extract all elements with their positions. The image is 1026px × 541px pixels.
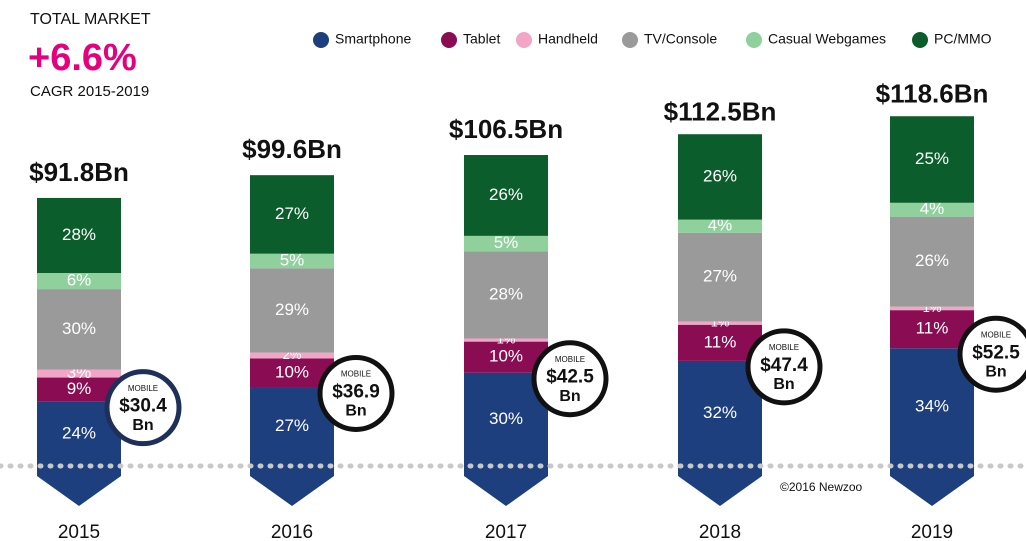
segment-label: 4% xyxy=(708,216,733,235)
segment-label: 11% xyxy=(704,332,737,351)
mobile-unit: Bn xyxy=(559,388,580,405)
mobile-title: MOBILE xyxy=(128,384,158,393)
bar-segment xyxy=(464,155,548,236)
segment-label: 27% xyxy=(703,267,737,286)
mobile-title: MOBILE xyxy=(555,355,585,364)
segment-label: 6% xyxy=(67,271,92,290)
bar-arrow xyxy=(678,466,762,506)
bar-segment xyxy=(890,306,974,311)
bar-segment xyxy=(890,202,974,217)
mobile-bubble xyxy=(317,354,395,432)
legend-label: TV/Console xyxy=(644,31,717,47)
mobile-unit: Bn xyxy=(345,403,366,420)
bar-segment xyxy=(37,197,121,273)
bar-segment xyxy=(464,251,548,339)
bar-segment xyxy=(678,321,762,325)
segment-label: 30% xyxy=(489,409,523,428)
segment-label: 27% xyxy=(275,416,309,435)
segment-label: 5% xyxy=(494,233,519,252)
total-label: $99.6Bn xyxy=(242,134,342,164)
segment-label: 27% xyxy=(275,204,309,223)
segment-label: 32% xyxy=(703,403,737,422)
bar-segment xyxy=(678,232,762,322)
mobile-unit: Bn xyxy=(773,376,794,393)
header-title: TOTAL MARKET xyxy=(30,11,151,28)
mobile-title: MOBILE xyxy=(981,330,1011,339)
bar-segment xyxy=(464,235,548,252)
x-tick-label: 2019 xyxy=(911,522,953,541)
legend-label: Tablet xyxy=(463,31,500,47)
mobile-value: $47.4 xyxy=(760,355,808,376)
mobile-title: MOBILE xyxy=(341,370,371,379)
bar-segment xyxy=(250,268,334,353)
segment-label: 5% xyxy=(280,250,305,269)
bar-segment xyxy=(37,272,121,290)
segment-label: 30% xyxy=(62,319,96,338)
legend-swatch xyxy=(441,32,457,48)
bar-segment xyxy=(678,134,762,220)
header-growth: +6.6% xyxy=(28,37,137,79)
bar-segment xyxy=(37,289,121,370)
bar-segment xyxy=(464,338,548,342)
segment-label: 10% xyxy=(489,347,523,366)
segment-label: 10% xyxy=(275,362,309,381)
mobile-unit: Bn xyxy=(132,417,153,434)
total-label: $91.8Bn xyxy=(29,157,129,187)
segment-label: 11% xyxy=(916,319,949,338)
mobile-bubble xyxy=(104,369,182,447)
legend-label: Handheld xyxy=(538,31,598,47)
x-tick-label: 2018 xyxy=(699,522,741,541)
segment-label: 24% xyxy=(62,423,96,442)
bar-segment xyxy=(250,352,334,359)
source: ©2016 Newzoo xyxy=(780,480,863,494)
legend-swatch xyxy=(313,32,329,48)
segment-label: 9% xyxy=(67,379,92,398)
mobile-value: $52.5 xyxy=(972,342,1020,363)
segment-label: 26% xyxy=(703,166,737,185)
mobile-value: $36.9 xyxy=(332,381,380,402)
legend-swatch xyxy=(516,32,532,48)
mobile-bubble xyxy=(531,340,609,418)
mobile-value: $42.5 xyxy=(546,367,594,388)
legend-swatch xyxy=(622,32,638,48)
mobile-value: $30.4 xyxy=(119,396,167,417)
segment-label: 28% xyxy=(489,284,523,303)
bar-segment xyxy=(250,175,334,254)
bar-arrow xyxy=(37,466,121,506)
legend-label: Casual Webgames xyxy=(768,31,886,47)
bar-arrow xyxy=(890,466,974,506)
bar-segment xyxy=(37,369,121,378)
legend-label: Smartphone xyxy=(335,31,411,47)
x-tick-label: 2015 xyxy=(58,522,100,541)
bar-segment xyxy=(250,253,334,269)
bar-arrow xyxy=(250,466,334,506)
header-subtitle: CAGR 2015-2019 xyxy=(30,83,149,100)
bar-segment xyxy=(890,116,974,203)
segment-label: 26% xyxy=(489,185,523,204)
total-label: $106.5Bn xyxy=(449,114,563,144)
bar-segment xyxy=(890,216,974,307)
mobile-bubble xyxy=(745,328,823,406)
legend-label: PC/MMO xyxy=(934,31,992,47)
mobile-bubble xyxy=(957,315,1026,393)
segment-label: 29% xyxy=(275,300,309,319)
total-label: $118.6Bn xyxy=(876,79,989,109)
mobile-unit: Bn xyxy=(985,363,1006,380)
mobile-title: MOBILE xyxy=(769,343,799,352)
segment-label: 34% xyxy=(915,397,949,416)
bar-arrow xyxy=(464,466,548,506)
x-tick-label: 2017 xyxy=(485,522,527,541)
total-label: $112.5Bn xyxy=(664,96,777,126)
x-tick-label: 2016 xyxy=(271,522,313,541)
legend-swatch xyxy=(746,32,762,48)
segment-label: 26% xyxy=(915,251,949,270)
segment-label: 28% xyxy=(62,225,96,244)
legend-swatch xyxy=(912,32,928,48)
segment-label: 4% xyxy=(920,199,945,218)
segment-label: 25% xyxy=(915,149,949,168)
bar-segment xyxy=(678,219,762,233)
